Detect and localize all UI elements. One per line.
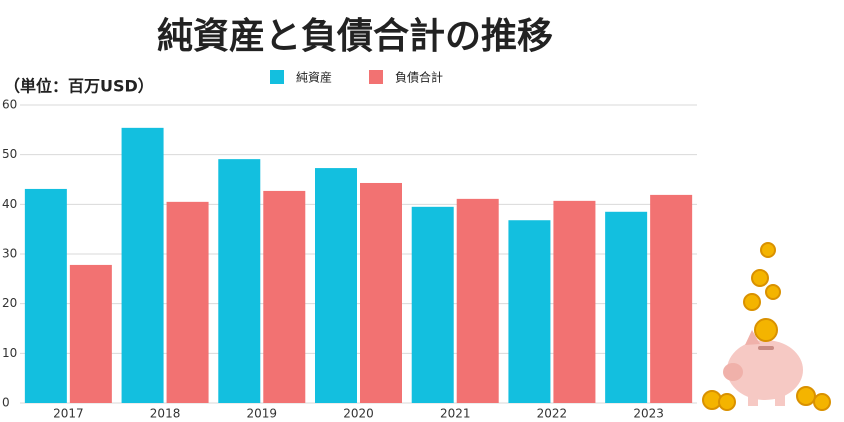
legend-label: 純資産 [296,70,332,85]
coin [765,284,781,300]
x-tick-label: 2023 [633,407,664,421]
bar [121,127,164,403]
legend: 純資産 負債合計 [270,70,443,85]
piggy-ear [745,330,760,345]
legend-swatch [270,70,284,84]
coin-slot [758,346,774,350]
x-tick-label: 2017 [53,407,84,421]
bar [650,194,693,403]
piggy-bank-illustration [702,242,831,411]
bar [605,211,648,403]
bar [315,168,357,403]
bar [456,198,499,403]
x-tick-label: 2021 [440,407,471,421]
piggy-body [727,340,803,400]
x-tick-label: 2020 [343,407,374,421]
coin [754,318,778,342]
y-tick-label: 0 [2,396,10,410]
y-tick-label: 10 [2,346,17,360]
bar [166,201,209,403]
y-tick-label: 30 [2,247,17,261]
y-tick-label: 60 [2,98,17,112]
bar [69,264,112,403]
y-tick-label: 40 [2,197,17,211]
coin [718,393,736,411]
coin [796,386,816,406]
unit-label: （単位：百万USD） [4,77,154,96]
bar [218,159,261,403]
bar [411,206,454,403]
y-tick-label: 20 [2,296,17,310]
coin [813,393,831,411]
bar [263,190,306,403]
x-tick-label: 2022 [537,407,568,421]
x-tick-label: 2018 [150,407,181,421]
chart-title: 純資産と負債合計の推移 [157,16,553,57]
legend-swatch [369,70,383,84]
bar [508,220,551,403]
piggy-leg [748,392,758,406]
bar [360,182,402,403]
bar [553,200,596,403]
y-tick-label: 50 [2,147,17,161]
coin [743,293,761,311]
coin [760,242,776,258]
piggy-snout [723,363,743,381]
x-tick-label: 2019 [247,407,278,421]
bar [24,188,67,403]
coin [751,269,769,287]
legend-label: 負債合計 [395,70,443,85]
piggy-leg [775,392,785,406]
